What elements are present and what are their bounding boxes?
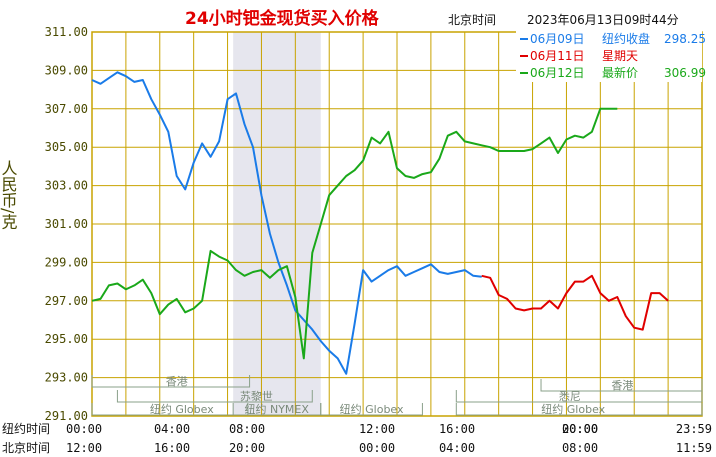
session-band	[540, 379, 703, 392]
y-tick-label: 307.00	[45, 102, 88, 116]
session-band	[116, 390, 313, 403]
y-tick-label: 293.00	[45, 371, 88, 385]
session-label: 纽约 Globex	[340, 402, 404, 416]
x-tick-label: 16:00	[439, 422, 475, 436]
y-tick-label: 305.00	[45, 140, 88, 154]
timestamp: 2023年06月13日09时44分	[527, 13, 679, 27]
legend-desc: 星期天	[602, 49, 638, 63]
legend-value: 298.25	[664, 32, 706, 46]
legend-box	[516, 30, 702, 82]
y-tick-label: 297.00	[45, 294, 88, 308]
y-tick-label: 301.00	[45, 217, 88, 231]
series-layer	[91, 71, 669, 375]
x-tick-label: 00:00	[562, 422, 598, 436]
plot-frame	[91, 31, 703, 417]
session-label: 香港	[611, 379, 633, 392]
y-tick-label: 291.00	[45, 409, 88, 423]
y-tick-label: 311.00	[45, 25, 88, 39]
x-tick-label: 12:00	[359, 422, 395, 436]
y-tick-label: 309.00	[45, 63, 88, 77]
legend-label: 06月09日	[530, 32, 585, 46]
y-axis-label: 人民币/克	[0, 160, 18, 230]
session-band	[320, 403, 423, 416]
session-label: 纽约 NYMEX	[244, 402, 309, 416]
y-axis-ticks: 311.00 309.00 307.00 305.00 303.00 301.00 299.…	[45, 25, 88, 423]
x-tick-label: 23:59	[676, 422, 712, 436]
x-tick-label: 11:59	[676, 441, 712, 455]
legend-label: 06月11日	[530, 49, 585, 63]
legend-desc: 纽约收盘	[602, 31, 650, 46]
y-tick-label: 295.00	[45, 332, 88, 346]
session-band	[455, 390, 703, 403]
x-tick-label: 00:00	[66, 422, 102, 436]
series-line	[91, 107, 618, 360]
y-tick-label: 303.00	[45, 179, 88, 193]
x-tick-label: 12:00	[66, 441, 102, 455]
x-tick-label: 04:00	[439, 441, 475, 455]
session-band	[455, 403, 703, 416]
x-tick-label: 16:00	[154, 441, 190, 455]
chart-title: 24小时钯金现货买入价格	[185, 8, 380, 29]
legend: 06月09日 纽约收盘 298.25 06月11日 星期天 06月12日 最新价 306.99	[516, 30, 706, 82]
x-row-label: 纽约时间	[2, 421, 50, 436]
x-tick-label: 08:00	[562, 441, 598, 455]
x-tick-label: 20:00	[562, 422, 598, 436]
y-tick-label: 299.00	[45, 255, 88, 269]
session-label: 苏黎世	[240, 389, 273, 403]
x-tick-label: 04:00	[154, 422, 190, 436]
x-tick-label: 20:00	[229, 441, 265, 455]
session-label: 纽约 Globex	[150, 402, 214, 416]
series-line	[481, 274, 669, 331]
x-tick-label: 08:00	[229, 422, 265, 436]
x-row-label: 北京时间	[2, 441, 50, 455]
session-label: 香港	[166, 375, 188, 388]
grid-lines	[91, 31, 703, 417]
session-band	[91, 403, 249, 416]
timezone-label: 北京时间	[448, 13, 496, 27]
legend-value: 306.99	[664, 66, 706, 80]
series-line	[91, 71, 482, 375]
session-label: 纽约 Globex	[541, 402, 605, 416]
legend-label: 06月12日	[530, 66, 585, 80]
legend-desc: 最新价	[602, 65, 638, 80]
x-tick-label: 00:00	[359, 441, 395, 455]
session-label: 悉尼	[559, 390, 581, 403]
session-band	[91, 375, 251, 388]
